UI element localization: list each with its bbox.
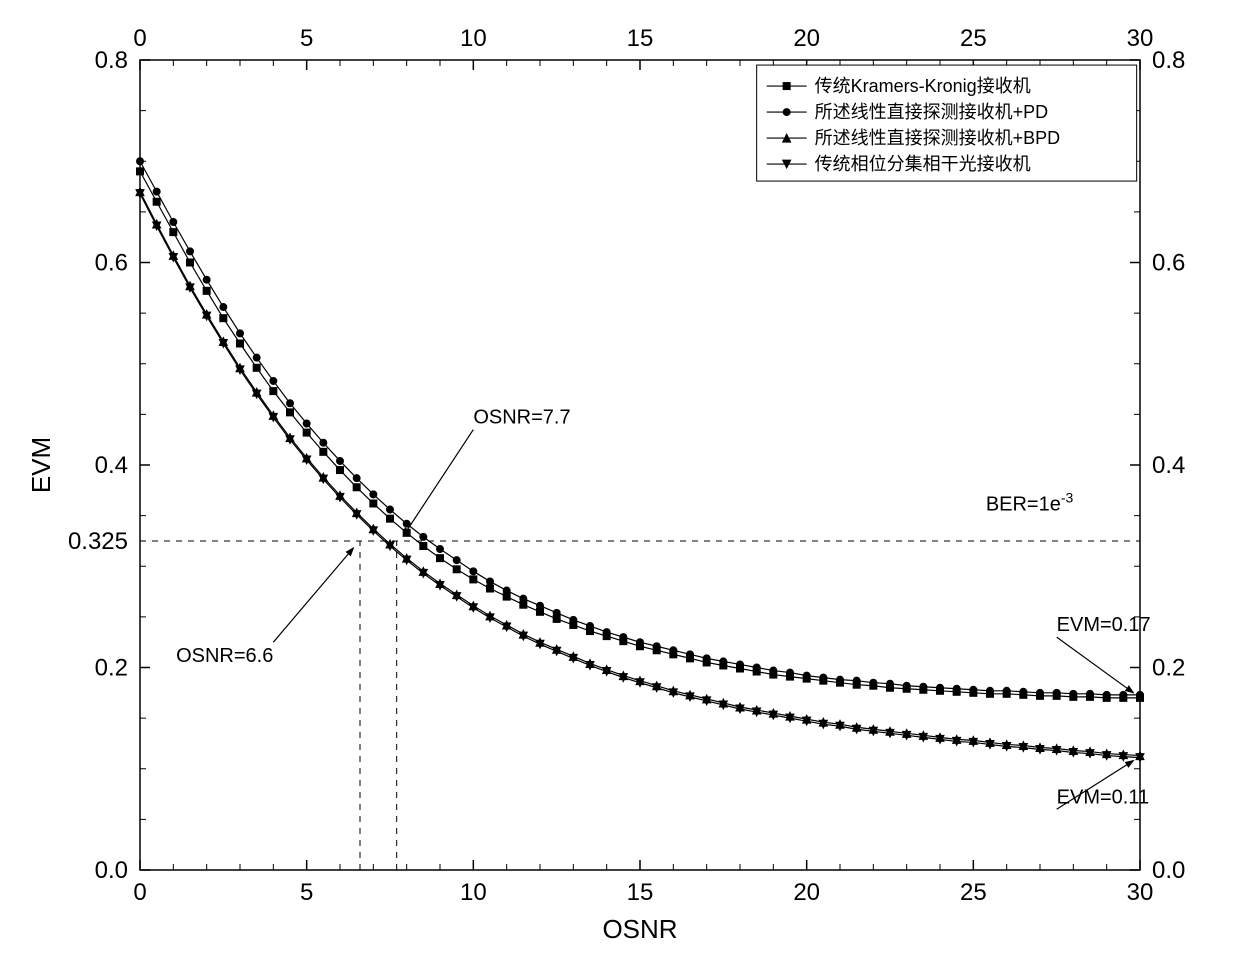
- x-top-tick-label: 30: [1127, 25, 1154, 52]
- legend-item-label: 传统Kramers-Kronig接收机: [815, 76, 1031, 96]
- y-tick-label: 0.4: [95, 452, 128, 479]
- legend-item-label: 所述线性直接探测接收机+PD: [815, 102, 1049, 122]
- x-tick-label: 10: [460, 879, 487, 906]
- x-top-tick-label: 20: [793, 25, 820, 52]
- annotation-label: EVM=0.11: [1057, 786, 1149, 808]
- y-right-tick-label: 0.2: [1152, 655, 1185, 682]
- series-2: [136, 188, 1144, 760]
- ber-label: BER=1e-3: [986, 490, 1074, 516]
- legend: 传统Kramers-Kronig接收机所述线性直接探测接收机+PD 所述线性直接探…: [757, 65, 1137, 181]
- y-tick-label: 0.0: [95, 857, 128, 884]
- x-top-tick-label: 0: [133, 25, 146, 52]
- legend-item-label: 传统相位分集相干光接收机: [815, 154, 1031, 174]
- y-tick-label: 0.6: [95, 250, 128, 277]
- y-right-tick-label: 0.8: [1152, 47, 1185, 74]
- annotation-label: OSNR=6.6: [176, 645, 273, 667]
- x-top-tick-label: 25: [960, 25, 987, 52]
- x-tick-label: 20: [793, 879, 820, 906]
- legend-item-label: 所述线性直接探测接收机+BPD: [815, 128, 1061, 148]
- annotation-label: EVM=0.17: [1057, 614, 1151, 636]
- series-1: [137, 158, 1144, 699]
- x-axis-title: OSNR: [602, 914, 677, 944]
- x-tick-label: 30: [1127, 879, 1154, 906]
- y-tick-label: 0.2: [95, 655, 128, 682]
- x-tick-label: 5: [300, 879, 313, 906]
- y-axis-title: EVM: [26, 437, 56, 493]
- x-tick-label: 0: [133, 879, 146, 906]
- x-top-tick-label: 10: [460, 25, 487, 52]
- y-right-tick-label: 0.6: [1152, 250, 1185, 277]
- x-tick-label: 25: [960, 879, 987, 906]
- annotation-label: OSNR=7.7: [473, 407, 570, 429]
- x-top-tick-label: 15: [627, 25, 654, 52]
- y-extra-tick-label: 0.325: [68, 528, 128, 555]
- evm-vs-osnr-chart: 0 0 5 5 10 10 15 15 20 20 25 25 30 30 OSNR 0.0 0.0 0.2 0.2…: [0, 0, 1240, 958]
- y-tick-label: 0.8: [95, 47, 128, 74]
- y-right-tick-label: 0.0: [1152, 857, 1185, 884]
- x-tick-label: 15: [627, 879, 654, 906]
- chart-container: 0 0 5 5 10 10 15 15 20 20 25 25 30 30 OSNR 0.0 0.0 0.2 0.2…: [0, 0, 1240, 958]
- y-right-tick-label: 0.4: [1152, 452, 1185, 479]
- x-top-tick-label: 5: [300, 25, 313, 52]
